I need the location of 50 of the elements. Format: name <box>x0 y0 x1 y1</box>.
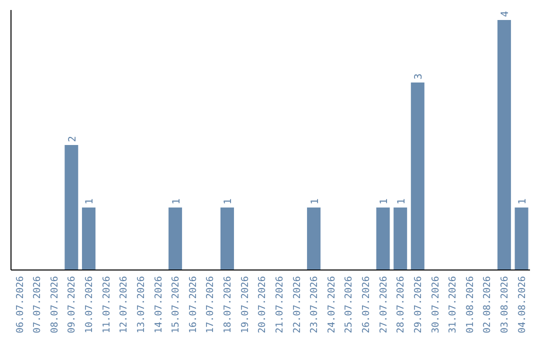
x-tick-label: 22.07.2026 <box>292 276 303 334</box>
x-tick-label: 06.07.2026 <box>14 276 26 334</box>
x-tick-label: 12.07.2026 <box>118 276 130 334</box>
x-tick-label: 15.07.2026 <box>170 276 182 334</box>
x-tick-label: 09.07.2026 <box>66 276 78 334</box>
x-tick-label: 17.07.2026 <box>205 276 216 334</box>
data-label: 1 <box>310 198 321 204</box>
data-label: 1 <box>518 198 529 204</box>
data-label: 3 <box>414 73 425 80</box>
x-tick-label: 18.07.2026 <box>222 276 234 334</box>
bar <box>82 208 96 270</box>
x-tick-label: 04.08.2026 <box>516 276 528 334</box>
bar <box>497 20 511 270</box>
x-tick-label: 01.08.2026 <box>464 276 476 334</box>
x-tick-label: 13.07.2026 <box>136 276 147 334</box>
data-label: 4 <box>500 10 512 17</box>
data-label: 1 <box>171 198 182 204</box>
bar <box>168 208 182 270</box>
x-tick-label: 10.07.2026 <box>84 276 96 334</box>
x-tick-label: 16.07.2026 <box>188 276 199 334</box>
bar <box>410 82 424 270</box>
x-tick-label: 11.07.2026 <box>101 276 112 334</box>
data-label: 1 <box>379 198 390 204</box>
data-label: 1 <box>84 198 96 204</box>
x-tick-label: 29.07.2026 <box>412 276 424 334</box>
x-tick-label: 27.07.2026 <box>378 276 390 334</box>
bar <box>376 208 390 270</box>
bar <box>220 208 234 270</box>
bar <box>64 145 78 270</box>
x-tick-label: 03.08.2026 <box>500 276 511 334</box>
x-tick-label: 28.07.2026 <box>396 276 407 334</box>
data-label: 1 <box>223 198 234 204</box>
x-tick-label: 25.07.2026 <box>344 276 355 334</box>
x-tick-label: 24.07.2026 <box>326 276 338 334</box>
x-tick-label: 30.07.2026 <box>430 276 442 334</box>
x-tick-label: 07.07.2026 <box>32 276 44 334</box>
x-tick-label: 14.07.2026 <box>153 276 164 334</box>
x-tick-label: 21.07.2026 <box>274 276 286 334</box>
data-label: 2 <box>67 136 78 142</box>
x-tick-label: 02.08.2026 <box>482 276 494 334</box>
data-label: 1 <box>396 198 408 204</box>
x-tick-label: 08.07.2026 <box>49 276 60 334</box>
bar <box>514 208 528 270</box>
x-tick-label: 23.07.2026 <box>309 276 320 334</box>
x-tick-label: 19.07.2026 <box>240 276 251 334</box>
x-tick-label: 31.07.2026 <box>448 276 459 334</box>
x-tick-label: 26.07.2026 <box>361 276 372 334</box>
bar <box>307 208 321 270</box>
x-tick-label: 20.07.2026 <box>257 276 268 334</box>
bar <box>394 208 408 270</box>
